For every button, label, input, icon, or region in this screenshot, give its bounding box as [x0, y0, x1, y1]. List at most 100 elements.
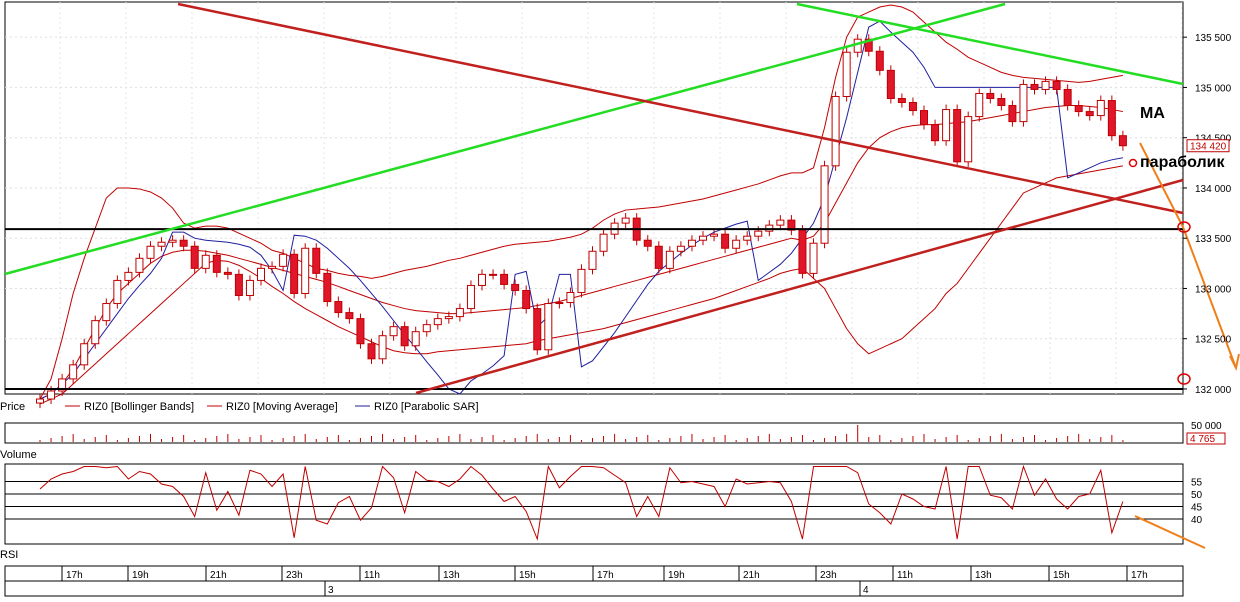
candle-bearish: [875, 50, 884, 71]
candle-bullish: [676, 245, 685, 252]
time-hour-label: 21h: [743, 570, 760, 581]
volume-axis-tick: 50 000: [1191, 421, 1222, 432]
candle-bullish: [776, 219, 785, 226]
candle-bullish: [91, 320, 100, 345]
candle-bullish: [599, 233, 608, 252]
price-tick-label: 132 000: [1195, 385, 1232, 396]
candle-bearish: [1008, 105, 1017, 123]
candle-bullish: [555, 302, 564, 305]
candle-bearish: [997, 97, 1006, 107]
time-hour-label: 13h: [443, 570, 460, 581]
candle-bearish: [223, 271, 232, 275]
candle-bearish: [953, 109, 962, 163]
time-hour-label: 11h: [897, 570, 913, 581]
candle-bearish: [787, 219, 796, 231]
candle-bullish: [831, 95, 840, 167]
candle-bullish: [124, 271, 133, 281]
candle-bearish: [212, 254, 221, 273]
ma-annotation: MA: [1140, 105, 1165, 122]
candle-bullish: [455, 308, 464, 318]
candle-bullish: [135, 257, 144, 273]
candle-bullish: [80, 343, 89, 366]
candle-bullish: [942, 109, 951, 142]
candle-bearish: [367, 343, 376, 360]
candle-bearish: [522, 289, 531, 310]
candle-bearish: [1052, 80, 1061, 90]
time-hour-label: 15h: [519, 570, 536, 581]
forecast-arrowhead: [1229, 353, 1240, 371]
rsi-tick-label: 45: [1191, 503, 1203, 514]
last-price-label: 134 420: [1190, 142, 1227, 153]
candle-bullish: [489, 273, 498, 276]
candle-bullish: [157, 241, 166, 247]
volume-panel: [4, 422, 1184, 444]
candle-bullish: [102, 303, 111, 322]
rsi-panel: [4, 463, 1184, 545]
candle-bullish: [975, 92, 984, 118]
legend: Price RIZ0 [Bollinger Bands] RIZ0 [Movin…: [0, 401, 479, 413]
candle-bearish: [190, 245, 199, 269]
candle-bearish: [721, 233, 730, 249]
time-hour-label: 21h: [210, 570, 227, 581]
candle-bullish: [588, 250, 597, 270]
price-panel: [4, 1, 1184, 395]
candle-bearish: [1107, 100, 1116, 137]
candle-bullish: [168, 239, 177, 243]
forecast-arrow-1: [1139, 142, 1184, 228]
candle-bullish: [754, 230, 763, 237]
candle-bullish: [433, 318, 442, 326]
candle-bullish: [146, 245, 155, 259]
candle-bullish: [279, 253, 288, 267]
candle-bullish: [1041, 80, 1050, 90]
candle-bearish: [179, 239, 188, 247]
candle-bearish: [234, 273, 243, 296]
candle-bullish: [842, 51, 851, 97]
candle-bearish: [345, 312, 354, 320]
time-hour-label: 17h: [66, 570, 83, 581]
level-marker-circle: [1177, 221, 1191, 233]
price-tick-label: 135 500: [1195, 33, 1232, 44]
candle-bearish: [908, 102, 917, 112]
candle-bullish: [301, 247, 310, 294]
candle-bullish: [710, 233, 719, 237]
price-tick-label: 134 500: [1195, 134, 1232, 145]
candle-bullish: [964, 116, 973, 163]
candle-bearish: [1063, 88, 1072, 107]
level-marker-circle: [1177, 373, 1191, 385]
candle-bearish: [533, 308, 542, 351]
candle-bullish: [113, 279, 122, 305]
time-hour-label: 23h: [820, 570, 837, 581]
candle-bullish: [1096, 100, 1105, 117]
time-hour-label: 17h: [597, 570, 614, 581]
time-hour-label: 11h: [364, 570, 380, 581]
candle-bullish: [389, 326, 398, 337]
candle-bearish: [511, 283, 520, 291]
volume-last-value: 4 765: [1190, 434, 1215, 445]
green-trend-line-upper: [796, 2, 1184, 86]
candle-bearish: [886, 69, 895, 99]
rsi-forecast-arrow: [1134, 515, 1206, 549]
candle-bearish: [931, 124, 940, 142]
red-channel-line-lower: [415, 178, 1184, 395]
candle-bullish: [69, 364, 78, 380]
legend-item-bollinger: RIZ0 [Bollinger Bands]: [84, 401, 194, 413]
time-hour-label: 13h: [975, 570, 992, 581]
candle-bearish: [864, 38, 873, 52]
volume-bars: [39, 425, 1124, 442]
volume-label: Volume: [0, 449, 37, 461]
candle-bearish: [643, 239, 652, 247]
rsi-tick-label: 50: [1191, 490, 1203, 501]
candle-bearish: [1085, 111, 1094, 117]
time-labels: 17h 19h 21h 23h 11h 13h 15h 17h 19h 21h 23h 11h 13h 1…: [61, 566, 1148, 596]
candle-bullish: [378, 335, 387, 360]
candle-bullish: [58, 378, 67, 392]
legend-item-sar: RIZ0 [Parabolic SAR]: [374, 401, 479, 413]
forecast-arrow-2: [1182, 226, 1237, 369]
rsi-line: [39, 464, 1124, 541]
candle-bullish: [444, 316, 453, 320]
candle-layer: [36, 34, 1127, 409]
rsi-label: RSI: [0, 549, 18, 561]
candle-bullish: [268, 265, 277, 269]
candle-bullish: [1019, 83, 1028, 123]
price-tick-label: 132 500: [1195, 335, 1232, 346]
